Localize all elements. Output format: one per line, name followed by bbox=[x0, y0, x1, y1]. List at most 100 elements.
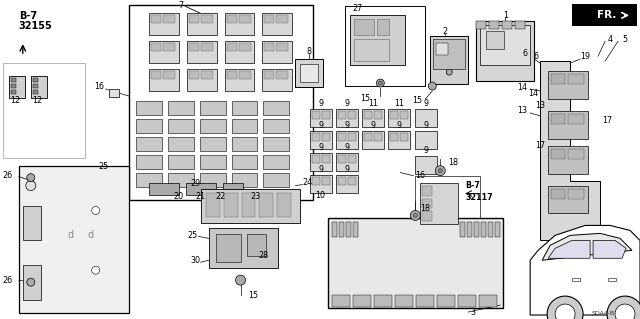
Bar bbox=[328, 219, 503, 308]
Text: B-7: B-7 bbox=[465, 181, 480, 190]
Text: 12: 12 bbox=[32, 96, 42, 106]
Text: 27: 27 bbox=[353, 4, 363, 13]
Circle shape bbox=[413, 213, 417, 218]
Bar bbox=[278, 193, 291, 218]
Bar bbox=[187, 41, 216, 63]
Bar bbox=[337, 153, 358, 171]
Bar bbox=[163, 15, 175, 23]
Text: 10: 10 bbox=[316, 191, 325, 200]
Bar bbox=[109, 89, 118, 97]
Bar bbox=[136, 173, 162, 187]
Bar bbox=[436, 43, 448, 55]
Bar bbox=[227, 15, 237, 23]
Text: 24: 24 bbox=[303, 178, 312, 187]
Text: 30: 30 bbox=[191, 256, 200, 265]
Bar bbox=[200, 155, 225, 169]
Bar bbox=[374, 133, 382, 141]
Bar bbox=[310, 174, 332, 193]
Bar bbox=[489, 21, 499, 29]
Text: 6: 6 bbox=[522, 49, 527, 58]
Bar bbox=[323, 111, 330, 119]
Bar bbox=[136, 119, 162, 133]
Bar bbox=[148, 69, 179, 91]
Bar bbox=[355, 39, 389, 61]
Text: 9: 9 bbox=[345, 143, 350, 152]
Circle shape bbox=[410, 211, 420, 220]
Bar bbox=[415, 156, 437, 174]
Bar bbox=[467, 222, 472, 237]
Bar bbox=[488, 222, 493, 237]
Bar bbox=[168, 155, 193, 169]
Bar bbox=[200, 71, 212, 79]
Bar bbox=[433, 39, 465, 69]
Text: B-7: B-7 bbox=[19, 11, 37, 21]
Circle shape bbox=[435, 166, 445, 176]
Text: 23: 23 bbox=[250, 192, 260, 201]
Text: 16: 16 bbox=[93, 82, 104, 91]
Text: 13: 13 bbox=[535, 101, 545, 110]
Bar bbox=[310, 131, 332, 149]
Bar bbox=[355, 19, 374, 35]
Bar bbox=[11, 90, 16, 94]
Text: 9: 9 bbox=[345, 100, 350, 108]
Text: 18: 18 bbox=[448, 158, 458, 167]
Bar bbox=[262, 41, 292, 63]
Polygon shape bbox=[540, 61, 600, 240]
Bar bbox=[239, 15, 250, 23]
Text: 15: 15 bbox=[412, 96, 422, 106]
Text: 21: 21 bbox=[195, 192, 205, 201]
Text: 18: 18 bbox=[420, 204, 430, 213]
Bar bbox=[264, 119, 289, 133]
Bar bbox=[225, 69, 255, 91]
Text: SDA4-B1310A: SDA4-B1310A bbox=[592, 310, 635, 315]
Bar bbox=[362, 109, 385, 127]
Bar bbox=[223, 193, 237, 218]
Bar bbox=[430, 36, 468, 84]
Bar bbox=[551, 189, 565, 198]
Bar bbox=[232, 119, 257, 133]
Bar bbox=[551, 74, 565, 84]
Bar bbox=[332, 295, 350, 307]
Text: 22: 22 bbox=[216, 192, 226, 201]
Bar bbox=[136, 137, 162, 151]
Text: 9: 9 bbox=[319, 143, 324, 152]
Text: 9: 9 bbox=[345, 165, 350, 174]
Bar bbox=[476, 21, 486, 29]
Bar bbox=[568, 149, 584, 159]
Bar bbox=[33, 84, 38, 88]
Bar bbox=[323, 177, 330, 185]
Bar bbox=[186, 182, 216, 195]
Text: 12: 12 bbox=[10, 96, 20, 106]
Bar bbox=[312, 155, 321, 163]
Text: 32117: 32117 bbox=[465, 193, 493, 202]
Bar bbox=[264, 155, 289, 169]
Bar bbox=[259, 193, 273, 218]
Bar bbox=[337, 109, 358, 127]
Bar bbox=[348, 133, 356, 141]
Bar bbox=[187, 13, 216, 35]
Bar bbox=[481, 222, 486, 237]
Bar bbox=[353, 222, 358, 237]
Bar bbox=[148, 13, 179, 35]
Bar bbox=[200, 173, 225, 187]
Text: 13: 13 bbox=[517, 107, 527, 115]
Bar bbox=[189, 15, 198, 23]
Bar bbox=[479, 295, 497, 307]
Bar bbox=[568, 74, 584, 84]
Text: 9: 9 bbox=[371, 121, 376, 130]
Bar bbox=[348, 111, 356, 119]
Text: 7: 7 bbox=[179, 1, 184, 10]
Bar bbox=[568, 114, 584, 124]
Bar bbox=[148, 182, 179, 195]
Bar bbox=[348, 177, 356, 185]
Bar bbox=[572, 4, 637, 26]
Circle shape bbox=[236, 275, 246, 285]
Bar bbox=[19, 166, 129, 313]
Bar bbox=[150, 43, 161, 51]
Text: 4: 4 bbox=[608, 35, 613, 44]
Text: 9: 9 bbox=[424, 146, 429, 155]
Bar bbox=[400, 133, 408, 141]
Bar bbox=[551, 149, 565, 159]
Bar bbox=[239, 43, 250, 51]
Bar bbox=[332, 222, 337, 237]
